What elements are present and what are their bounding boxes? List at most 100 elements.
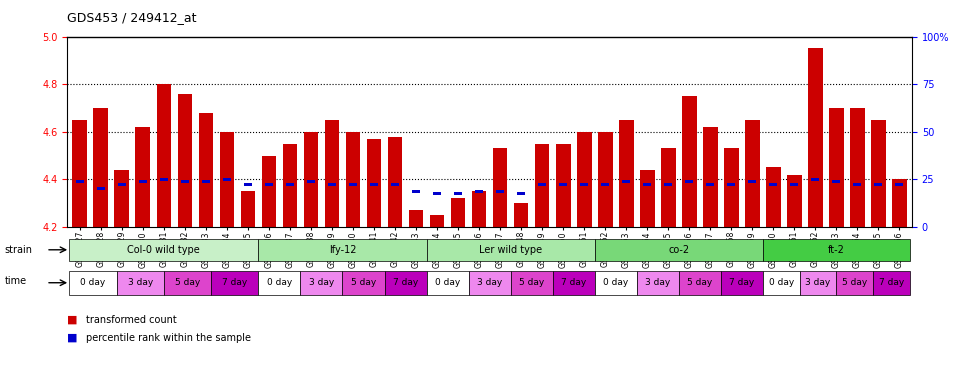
Text: ■: ■ [67,315,78,325]
Bar [619,120,634,227]
FancyBboxPatch shape [426,271,468,295]
Bar [97,187,105,190]
Bar [223,178,231,181]
Bar [685,180,693,183]
Bar [139,180,147,183]
Bar [492,148,508,227]
Bar [640,170,655,227]
Bar [72,120,87,227]
Bar [748,180,756,183]
Bar [328,183,336,186]
FancyBboxPatch shape [300,271,343,295]
Bar [388,137,402,227]
Text: ■: ■ [67,333,78,343]
FancyBboxPatch shape [636,271,679,295]
FancyBboxPatch shape [164,271,211,295]
Bar [93,108,108,227]
Bar [829,108,844,227]
Bar [433,192,441,195]
Text: 3 day: 3 day [309,278,334,287]
Bar [471,191,487,227]
FancyBboxPatch shape [679,271,721,295]
Bar [728,183,735,186]
Bar [114,170,130,227]
Text: 3 day: 3 day [128,278,153,287]
FancyBboxPatch shape [594,271,636,295]
FancyBboxPatch shape [763,271,800,295]
Text: 7 day: 7 day [879,278,904,287]
Bar [745,120,759,227]
Bar [244,183,252,186]
FancyBboxPatch shape [69,271,116,295]
Bar [787,175,802,227]
Bar [409,210,423,227]
Bar [241,191,255,227]
Text: GDS453 / 249412_at: GDS453 / 249412_at [67,11,197,24]
Bar [556,144,570,227]
Bar [178,94,192,227]
Bar [601,183,610,186]
FancyBboxPatch shape [258,271,300,295]
Text: 7 day: 7 day [393,278,419,287]
Text: 0 day: 0 day [267,278,292,287]
Bar [811,178,820,181]
Bar [135,127,150,227]
Bar [580,183,588,186]
Bar [430,215,444,227]
Bar [370,183,378,186]
Bar [853,183,861,186]
Bar [199,113,213,227]
Bar [790,183,799,186]
Bar [282,144,298,227]
Bar [808,48,823,227]
Bar [454,192,462,195]
Bar [303,132,319,227]
Text: lfy-12: lfy-12 [328,245,356,255]
FancyBboxPatch shape [69,239,258,261]
Text: 0 day: 0 day [435,278,460,287]
Bar [850,108,865,227]
Bar [875,183,882,186]
Bar [202,180,210,183]
FancyBboxPatch shape [800,271,836,295]
Text: 0 day: 0 day [81,278,106,287]
Bar [286,183,294,186]
Text: ft-2: ft-2 [828,245,845,255]
FancyBboxPatch shape [553,271,594,295]
Text: 5 day: 5 day [519,278,544,287]
Bar [664,183,672,186]
Bar [412,190,420,193]
Bar [539,183,546,186]
FancyBboxPatch shape [511,271,553,295]
Text: 3 day: 3 day [805,278,830,287]
Bar [766,167,780,227]
Text: Ler wild type: Ler wild type [479,245,542,255]
Bar [535,144,549,227]
Bar [265,183,273,186]
Bar [892,179,907,227]
Bar [391,183,399,186]
Bar [220,132,234,227]
Bar [348,183,357,186]
Bar [159,178,168,181]
Text: 0 day: 0 day [603,278,628,287]
FancyBboxPatch shape [258,239,426,261]
FancyBboxPatch shape [211,271,258,295]
Text: 7 day: 7 day [222,278,248,287]
FancyBboxPatch shape [721,271,763,295]
Bar [896,183,903,186]
Text: strain: strain [5,245,33,255]
Bar [643,183,651,186]
Text: Col-0 wild type: Col-0 wild type [128,245,201,255]
Bar [156,84,171,227]
Text: 3 day: 3 day [645,278,670,287]
Text: co-2: co-2 [668,245,689,255]
Bar [514,203,528,227]
Bar [622,180,631,183]
FancyBboxPatch shape [836,271,874,295]
Bar [577,132,591,227]
Bar [346,132,360,227]
Bar [660,148,676,227]
Text: 5 day: 5 day [842,278,867,287]
FancyBboxPatch shape [594,239,763,261]
